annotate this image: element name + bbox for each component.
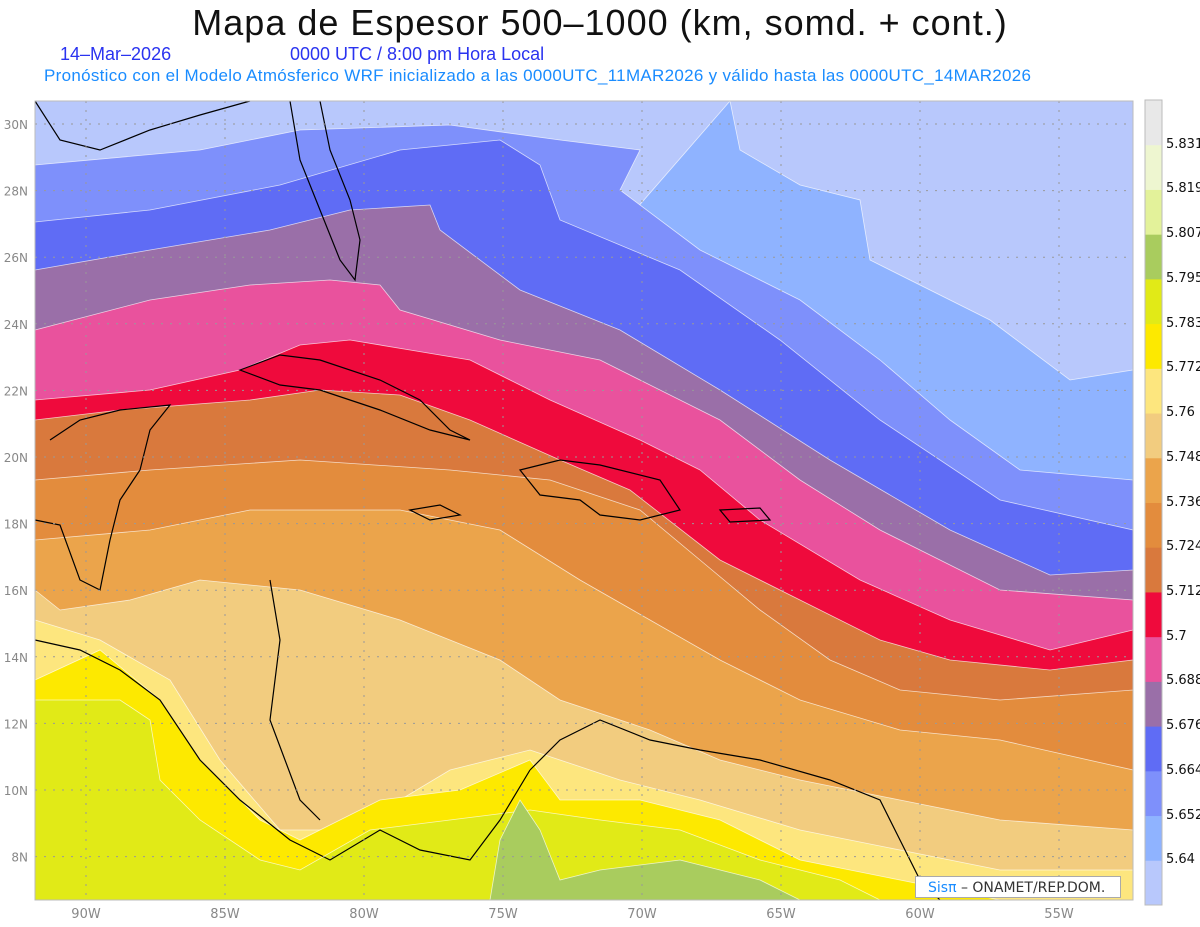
- lat-label: 30N: [4, 118, 28, 132]
- colorbar-label: 5.7: [1166, 628, 1187, 644]
- colorbar-swatch: [1145, 770, 1162, 817]
- colorbar-swatch: [1145, 860, 1162, 906]
- coastline-3: [34, 404, 172, 591]
- colorbar-label: 5.736: [1166, 494, 1200, 510]
- forecast-time: 0000 UTC / 8:00 pm Hora Local: [290, 44, 545, 64]
- lat-label: 10N: [4, 784, 28, 798]
- colorbar-label: 5.783: [1166, 315, 1200, 331]
- lon-label: 60W: [905, 907, 935, 922]
- lat-label: 20N: [4, 451, 28, 465]
- colorbar-swatch: [1145, 413, 1162, 459]
- coastline-0: [34, 639, 531, 861]
- colorbar-label: 5.676: [1166, 718, 1200, 734]
- coastline-7: [408, 504, 462, 521]
- colorbar-swatch: [1145, 457, 1162, 503]
- lat-label: 24N: [4, 318, 28, 332]
- colorbar-label: 5.807: [1166, 226, 1200, 242]
- coastline-9: [34, 100, 251, 151]
- colorbar-label: 5.64: [1166, 852, 1195, 868]
- colorbar-label: 5.688: [1166, 673, 1200, 689]
- coastline-5: [238, 354, 471, 441]
- colorbar-label: 5.748: [1166, 449, 1200, 465]
- colorbar-swatch: [1145, 636, 1162, 682]
- credit-text: – ONAMET/REP.DOM.: [956, 880, 1106, 896]
- lat-label: 18N: [4, 518, 28, 532]
- colorbar-swatch: [1145, 547, 1162, 593]
- colorbar-label: 5.831: [1166, 136, 1200, 152]
- axis-labels: 90W 85W 80W 75W 70W 65W 60W 55W 30N 28N 26N 24N 22N 2…: [4, 118, 1074, 922]
- lon-label: 75W: [488, 907, 518, 922]
- coastline-1: [529, 719, 941, 901]
- coastline-4: [289, 100, 361, 282]
- colorbar-swatch: [1145, 189, 1162, 235]
- colorbar-swatch: [1145, 368, 1162, 414]
- coastline-6: [518, 459, 681, 521]
- map-title: Mapa de Espesor 500–1000 (km, somd. + co…: [192, 2, 1008, 43]
- grid-lines: [35, 101, 1133, 900]
- colorbar-label: 5.652: [1166, 807, 1200, 823]
- lon-label: 65W: [766, 907, 796, 922]
- map-frame: [34, 100, 1134, 901]
- colorbar-swatch: [1145, 591, 1162, 638]
- colorbar-swatch: [1145, 323, 1162, 369]
- colorbar-swatch: [1145, 144, 1162, 190]
- sispi-logo: Sisπ: [928, 880, 957, 896]
- colorbar-swatch: [1145, 234, 1162, 280]
- colorbar-swatch: [1145, 278, 1162, 325]
- colorbar-swatch: [1145, 726, 1162, 772]
- lon-label: 85W: [210, 907, 240, 922]
- lat-label: 14N: [4, 651, 28, 665]
- thickness-bands: [34, 100, 1134, 901]
- colorbar-swatch: [1145, 502, 1162, 548]
- coastline-2: [269, 579, 321, 821]
- colorbar-label: 5.76: [1166, 405, 1195, 421]
- credit-box: Sisπ – ONAMET/REP.DOM.: [915, 876, 1121, 898]
- colorbar-label: 5.724: [1166, 539, 1200, 555]
- thickness-band-13: [34, 699, 881, 901]
- colorbar-swatch: [1145, 100, 1162, 146]
- colorbar: [1144, 99, 1163, 906]
- lat-label: 8N: [11, 851, 28, 865]
- colorbar-label: 5.772: [1166, 360, 1200, 376]
- lon-label: 80W: [349, 907, 379, 922]
- colorbar-label: 5.819: [1166, 181, 1200, 197]
- lat-label: 16N: [4, 584, 28, 598]
- thickness-band-14: [489, 799, 801, 901]
- colorbar-swatch: [1145, 815, 1162, 861]
- lat-label: 28N: [4, 185, 28, 199]
- lon-label: 55W: [1044, 907, 1074, 922]
- coastlines: [34, 100, 941, 901]
- coastline-8: [718, 507, 772, 523]
- lat-label: 12N: [4, 717, 28, 731]
- colorbar-swatch: [1145, 681, 1162, 727]
- lat-label: 26N: [4, 251, 28, 265]
- forecast-date: 14–Mar–2026: [60, 44, 172, 64]
- colorbar-label: 5.712: [1166, 583, 1200, 599]
- colorbar-label: 5.795: [1166, 270, 1200, 286]
- colorbar-label: 5.664: [1166, 762, 1200, 778]
- model-subtitle: Pronóstico con el Modelo Atmósferico WRF…: [44, 66, 1032, 85]
- lon-label: 70W: [627, 907, 657, 922]
- lat-label: 22N: [4, 384, 28, 398]
- lon-label: 90W: [71, 907, 101, 922]
